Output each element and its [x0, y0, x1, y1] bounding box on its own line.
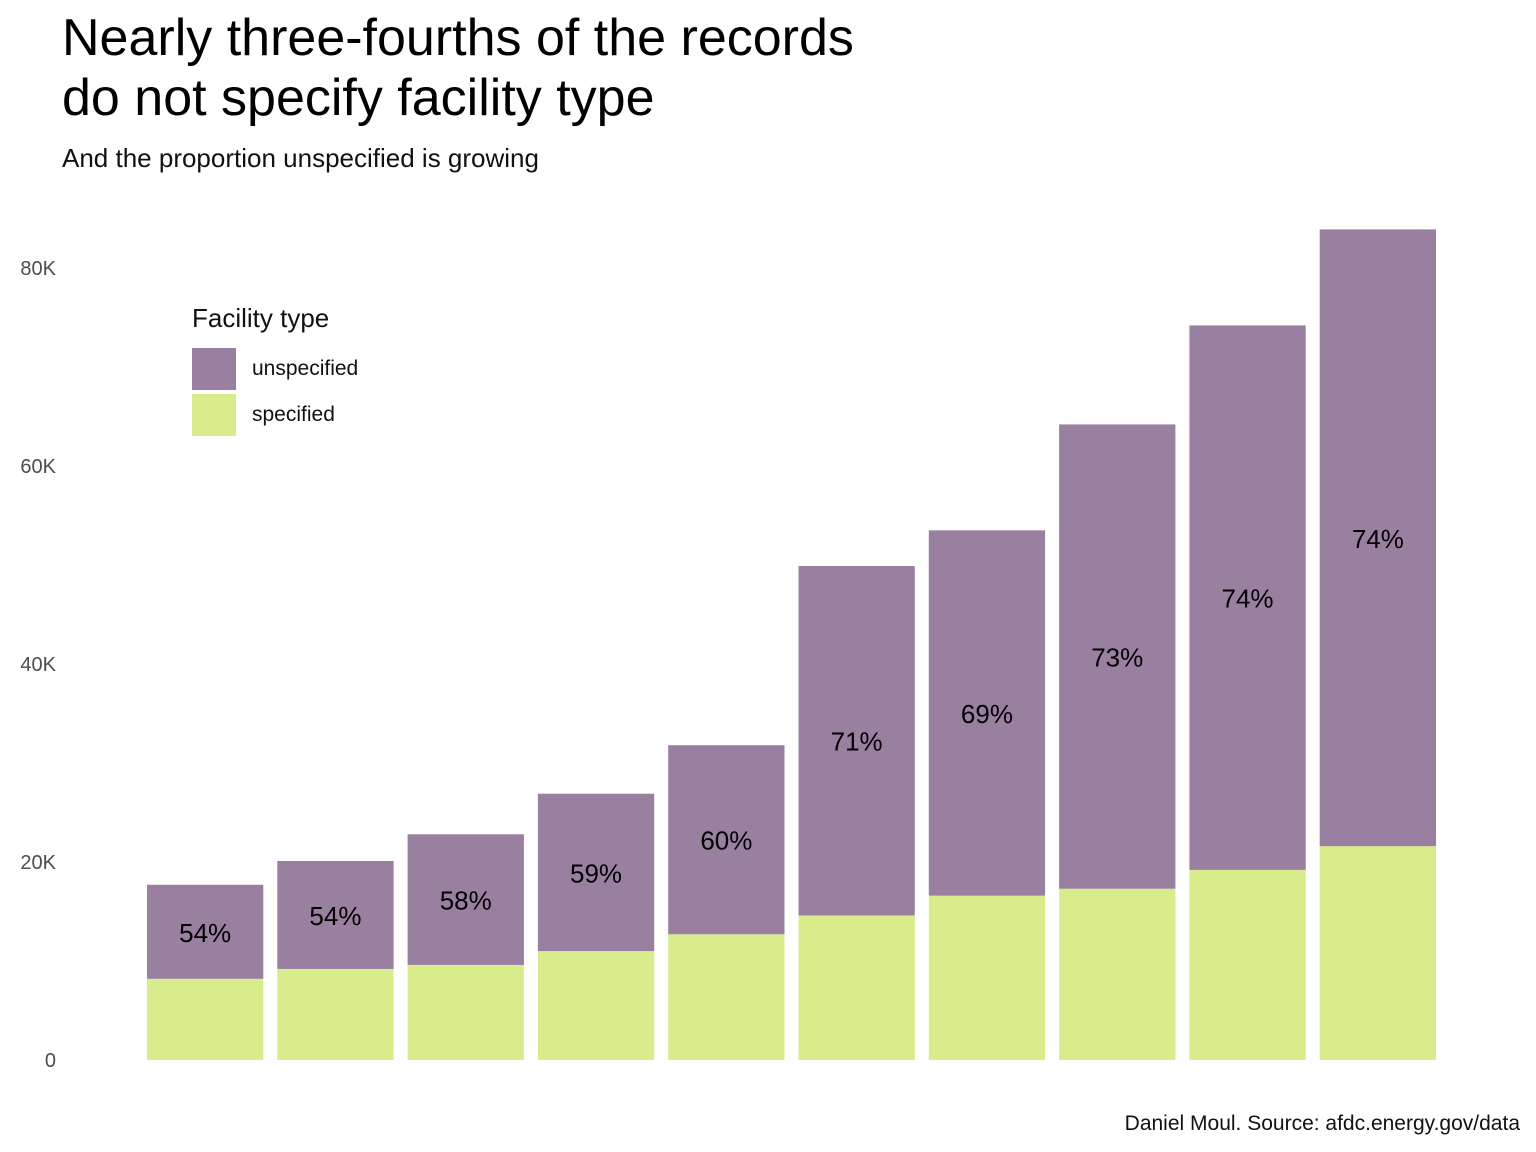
bar-specified: [928, 895, 1046, 1060]
data-label: 74%: [1352, 524, 1404, 554]
bar-unspecified: [1319, 229, 1436, 847]
legend-item-specified: specified: [192, 392, 358, 438]
bar-specified: [537, 951, 655, 1060]
bar-unspecified: [407, 834, 524, 965]
legend-item-unspecified: unspecified: [192, 346, 358, 392]
data-label: 71%: [831, 727, 883, 757]
y-tick-label: 20K: [20, 852, 56, 874]
bar-specified: [1059, 888, 1176, 1060]
bar-unspecified: [928, 530, 1046, 896]
title-line-1: Nearly three-fourths of the records: [62, 9, 854, 67]
data-label: 60%: [700, 826, 752, 856]
data-label: 54%: [309, 901, 361, 931]
bar-specified: [1189, 869, 1306, 1060]
bar-unspecified: [537, 793, 655, 952]
legend-label-unspecified: unspecified: [252, 357, 359, 380]
title-line-2: do not specify facility type: [62, 69, 655, 127]
data-label: 74%: [1222, 584, 1274, 614]
legend-swatch-specified: [192, 394, 236, 436]
bar-specified: [798, 915, 915, 1060]
chart-title: Nearly three-fourths of the records do n…: [62, 8, 854, 128]
y-tick-label: 0: [45, 1050, 56, 1072]
caption: Daniel Moul. Source: afdc.energy.gov/dat…: [1124, 1112, 1520, 1135]
legend-title: Facility type: [192, 303, 330, 333]
data-label: 59%: [570, 858, 622, 888]
bar-specified: [668, 934, 785, 1060]
bar-unspecified: [277, 861, 394, 969]
data-label: 69%: [961, 699, 1013, 729]
chart-subtitle: And the proportion unspecified is growin…: [62, 143, 539, 173]
data-label: 58%: [440, 886, 492, 916]
bar-unspecified: [1189, 325, 1306, 870]
bar-unspecified: [668, 745, 785, 935]
bar-unspecified: [147, 884, 264, 979]
y-tick-label: 60K: [20, 456, 56, 478]
legend-label-specified: specified: [252, 403, 335, 426]
data-label: 54%: [179, 918, 231, 948]
bar-unspecified: [798, 565, 915, 916]
bar-specified: [407, 964, 524, 1060]
data-label: 73%: [1091, 643, 1143, 673]
bar-specified: [147, 978, 264, 1060]
y-tick-label: 80K: [20, 258, 56, 280]
legend-swatch-unspecified: [192, 348, 236, 390]
bar-specified: [277, 968, 394, 1060]
legend: Facility type unspecified specified: [192, 303, 358, 438]
bar-specified: [1319, 846, 1436, 1060]
y-tick-label: 40K: [20, 654, 56, 676]
bar-unspecified: [1059, 424, 1176, 889]
